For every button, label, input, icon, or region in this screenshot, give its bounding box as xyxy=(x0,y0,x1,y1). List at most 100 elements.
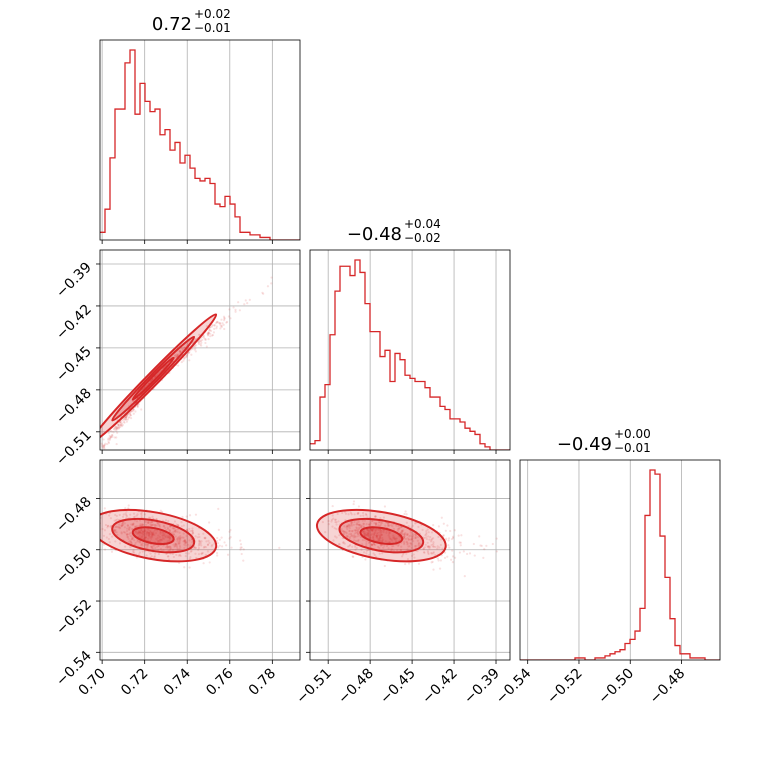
scatter-point xyxy=(89,522,91,524)
scatter-point xyxy=(90,523,92,525)
scatter-point xyxy=(166,536,169,539)
scatter-point xyxy=(357,505,361,508)
scatter-point xyxy=(352,500,356,503)
scatter-point xyxy=(379,523,382,526)
scatter-point xyxy=(120,524,124,527)
scatter-point xyxy=(364,531,367,534)
scatter-point xyxy=(240,546,243,549)
scatter-point xyxy=(330,520,333,523)
scatter-point xyxy=(378,536,382,539)
scatter-point xyxy=(205,345,208,348)
scatter-point xyxy=(93,458,95,460)
scatter-point xyxy=(104,442,107,445)
scatter-point xyxy=(228,308,231,311)
scatter-point xyxy=(197,342,200,346)
scatter-point xyxy=(226,320,229,324)
scatter-point xyxy=(357,512,360,515)
scatter-point xyxy=(327,523,330,526)
scatter-point xyxy=(145,543,148,546)
scatter-point xyxy=(134,410,137,413)
scatter-point xyxy=(128,411,132,415)
scatter-point xyxy=(207,331,210,334)
histogram-title-minus: −0.02 xyxy=(404,231,441,245)
scatter-point xyxy=(173,526,176,530)
scatter-point xyxy=(120,531,123,534)
scatter-point xyxy=(129,513,132,516)
scatter-point xyxy=(372,537,375,540)
scatter-point xyxy=(396,527,400,531)
scatter-point xyxy=(121,521,124,524)
scatter-point xyxy=(458,541,461,544)
scatter-point xyxy=(427,531,430,534)
scatter-point xyxy=(197,553,201,556)
scatter-point xyxy=(369,534,372,537)
scatter-point xyxy=(135,532,139,535)
scatter-point xyxy=(155,537,158,541)
scatter-point xyxy=(347,523,350,526)
scatter-point xyxy=(208,541,211,544)
scatter-point xyxy=(176,540,179,543)
scatter-point xyxy=(380,521,384,525)
scatter-point xyxy=(376,532,379,535)
scatter-point xyxy=(158,540,161,543)
scatter-point xyxy=(173,545,176,548)
scatter-point xyxy=(107,440,110,444)
scatter-point xyxy=(143,530,146,533)
scatter-point xyxy=(102,543,105,546)
scatter-point xyxy=(150,533,153,536)
scatter-point xyxy=(222,315,226,318)
scatter-point xyxy=(234,310,237,313)
scatter-point xyxy=(375,528,378,531)
scatter-point xyxy=(430,537,433,541)
scatter-point xyxy=(356,531,359,534)
scatter-point xyxy=(338,534,341,537)
scatter-point xyxy=(121,515,125,518)
scatter-point xyxy=(166,546,169,550)
scatter-point xyxy=(188,557,191,561)
scatter-point xyxy=(117,423,120,426)
scatter-point xyxy=(207,332,210,335)
scatter-point xyxy=(144,535,147,539)
scatter-point xyxy=(109,436,112,439)
scatter-point xyxy=(174,542,177,545)
scatter-point xyxy=(101,527,104,531)
scatter-point xyxy=(223,541,226,544)
scatter-point xyxy=(177,353,180,356)
scatter-point xyxy=(334,521,337,524)
scatter-point xyxy=(132,523,135,526)
scatter-point xyxy=(417,542,420,546)
scatter-point xyxy=(126,527,129,530)
scatter-point xyxy=(379,534,382,538)
scatter-point xyxy=(480,544,483,547)
scatter-point xyxy=(151,378,155,381)
scatter-point xyxy=(371,528,374,531)
scatter-point xyxy=(367,553,371,557)
scatter-point xyxy=(422,547,425,550)
scatter-point xyxy=(414,522,417,525)
scatter-point xyxy=(372,543,376,546)
scatter-point xyxy=(126,536,129,539)
scatter-point xyxy=(387,534,390,537)
scatter-point xyxy=(173,529,176,532)
scatter-point xyxy=(150,532,153,535)
scatter-point xyxy=(114,528,117,532)
scatter-point xyxy=(197,333,201,336)
scatter-point xyxy=(207,332,210,335)
scatter-point xyxy=(413,556,416,559)
scatter-point xyxy=(382,529,385,532)
scatter-point xyxy=(363,538,367,541)
scatter-point xyxy=(332,517,335,520)
panel-content xyxy=(93,250,300,460)
scatter-point xyxy=(115,428,119,431)
scatter-point xyxy=(374,528,378,531)
scatter-point xyxy=(450,537,454,541)
scatter-point xyxy=(181,536,184,539)
scatter-point xyxy=(165,544,169,547)
scatter-point xyxy=(173,533,176,536)
scatter-point xyxy=(200,344,203,347)
scatter-point xyxy=(391,536,395,539)
scatter-point xyxy=(266,285,270,288)
scatter-point xyxy=(173,354,177,357)
scatter-point xyxy=(400,533,404,536)
histogram-panel-0 xyxy=(99,39,301,244)
